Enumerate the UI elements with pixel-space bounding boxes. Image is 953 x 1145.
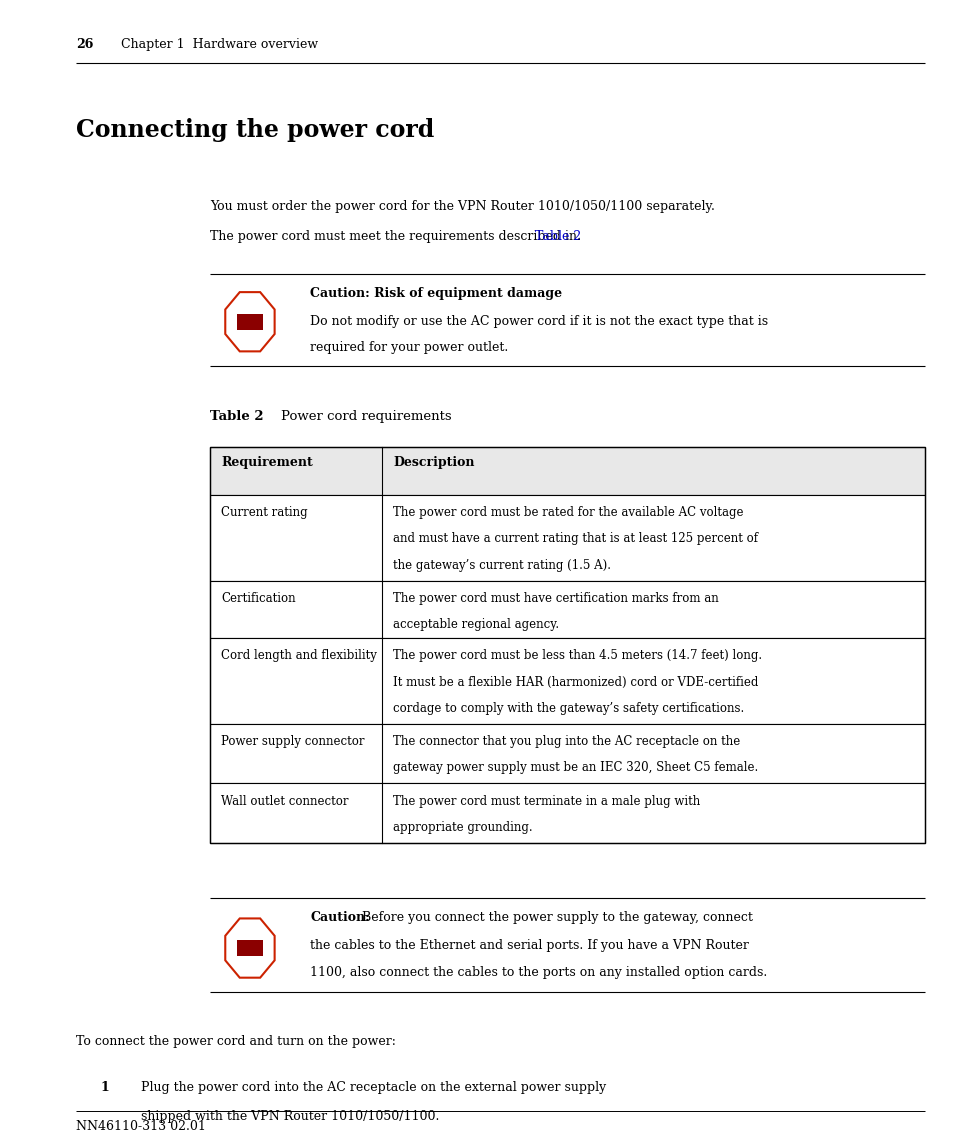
Text: It must be a flexible HAR (harmonized) cord or VDE-certified: It must be a flexible HAR (harmonized) c…: [393, 676, 758, 688]
Text: Cord length and flexibility: Cord length and flexibility: [221, 649, 376, 662]
Text: Description: Description: [393, 456, 474, 468]
Text: gateway power supply must be an IEC 320, Sheet C5 female.: gateway power supply must be an IEC 320,…: [393, 761, 758, 774]
FancyBboxPatch shape: [210, 638, 924, 724]
Text: required for your power outlet.: required for your power outlet.: [310, 341, 508, 354]
Text: The power cord must terminate in a male plug with: The power cord must terminate in a male …: [393, 795, 700, 807]
Text: The power cord must be rated for the available AC voltage: The power cord must be rated for the ava…: [393, 506, 742, 519]
Text: Power cord requirements: Power cord requirements: [281, 410, 452, 423]
Text: 1100, also connect the cables to the ports on any installed option cards.: 1100, also connect the cables to the por…: [310, 966, 766, 979]
Text: Table 2: Table 2: [210, 410, 263, 423]
Text: Current rating: Current rating: [221, 506, 308, 519]
Text: cordage to comply with the gateway’s safety certifications.: cordage to comply with the gateway’s saf…: [393, 702, 743, 714]
Text: Caution:: Caution:: [310, 911, 370, 924]
FancyBboxPatch shape: [210, 495, 924, 581]
Text: Before you connect the power supply to the gateway, connect: Before you connect the power supply to t…: [357, 911, 752, 924]
Text: shipped with the VPN Router 1010/1050/1100.: shipped with the VPN Router 1010/1050/11…: [141, 1110, 439, 1122]
Text: Wall outlet connector: Wall outlet connector: [221, 795, 349, 807]
Text: the gateway’s current rating (1.5 A).: the gateway’s current rating (1.5 A).: [393, 559, 611, 571]
Text: Plug the power cord into the AC receptacle on the external power supply: Plug the power cord into the AC receptac…: [141, 1081, 606, 1093]
Text: Certification: Certification: [221, 592, 295, 605]
Text: The power cord must be less than 4.5 meters (14.7 feet) long.: The power cord must be less than 4.5 met…: [393, 649, 761, 662]
Text: 26: 26: [76, 38, 93, 50]
FancyBboxPatch shape: [210, 724, 924, 783]
Text: Table 2: Table 2: [535, 230, 580, 243]
FancyBboxPatch shape: [210, 581, 924, 638]
Text: NN46110-313 02.01: NN46110-313 02.01: [76, 1120, 206, 1132]
FancyBboxPatch shape: [210, 783, 924, 843]
Text: 1: 1: [100, 1081, 109, 1093]
Text: appropriate grounding.: appropriate grounding.: [393, 821, 532, 834]
Text: Chapter 1  Hardware overview: Chapter 1 Hardware overview: [112, 38, 317, 50]
Text: .: .: [576, 230, 579, 243]
Text: Power supply connector: Power supply connector: [221, 735, 364, 748]
Text: The power cord must meet the requirements described in: The power cord must meet the requirement…: [210, 230, 580, 243]
Text: Requirement: Requirement: [221, 456, 313, 468]
Text: and must have a current rating that is at least 125 percent of: and must have a current rating that is a…: [393, 532, 758, 545]
Text: The connector that you plug into the AC receptacle on the: The connector that you plug into the AC …: [393, 735, 740, 748]
FancyBboxPatch shape: [237, 940, 262, 956]
Text: To connect the power cord and turn on the power:: To connect the power cord and turn on th…: [76, 1035, 395, 1048]
Text: You must order the power cord for the VPN Router 1010/1050/1100 separately.: You must order the power cord for the VP…: [210, 200, 714, 213]
Text: The power cord must have certification marks from an: The power cord must have certification m…: [393, 592, 718, 605]
Text: acceptable regional agency.: acceptable regional agency.: [393, 618, 558, 631]
Text: Do not modify or use the AC power cord if it is not the exact type that is: Do not modify or use the AC power cord i…: [310, 315, 767, 327]
FancyBboxPatch shape: [210, 447, 924, 495]
Text: Caution: Risk of equipment damage: Caution: Risk of equipment damage: [310, 287, 561, 300]
Text: Connecting the power cord: Connecting the power cord: [76, 118, 435, 142]
FancyBboxPatch shape: [237, 314, 262, 330]
Text: the cables to the Ethernet and serial ports. If you have a VPN Router: the cables to the Ethernet and serial po…: [310, 939, 748, 951]
